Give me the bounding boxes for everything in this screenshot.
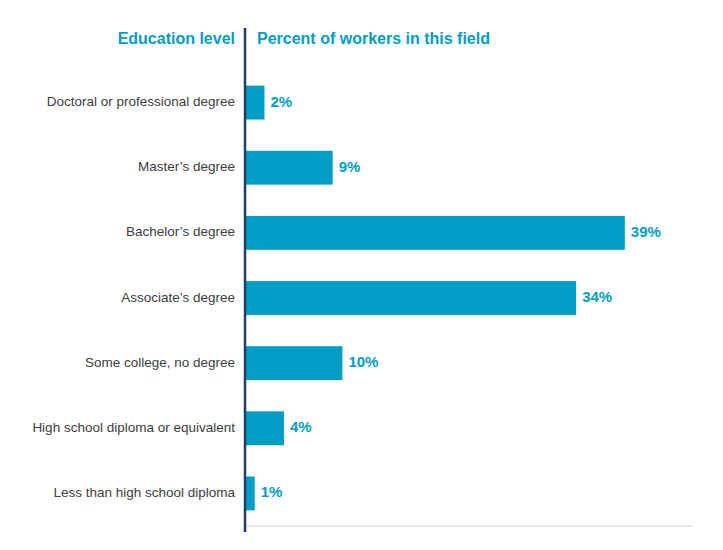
category-label: Bachelor’s degree	[126, 224, 235, 239]
bar	[245, 411, 284, 445]
data-label: 10%	[348, 353, 378, 370]
x-axis-line	[245, 526, 693, 527]
chart-container: Doctoral or professional degree Master’s …	[0, 0, 723, 550]
bars	[245, 86, 625, 511]
bar	[245, 151, 333, 185]
bar	[245, 86, 264, 120]
data-label: 9%	[339, 158, 361, 175]
category-label: Associate’s degree	[121, 290, 235, 305]
category-label: Master’s degree	[138, 159, 235, 174]
data-label: 39%	[631, 223, 661, 240]
data-label: 1%	[261, 483, 283, 500]
data-label: 34%	[582, 288, 612, 305]
data-label: 2%	[270, 93, 292, 110]
divider-axis-line	[244, 28, 247, 532]
data-label: 4%	[290, 418, 312, 435]
category-label: High school diploma or equivalent	[32, 420, 235, 435]
category-label: Doctoral or professional degree	[47, 94, 235, 109]
category-label: Some college, no degree	[85, 355, 235, 370]
x-axis-label: Percent of workers in this field	[257, 30, 490, 47]
category-label: Less than high school diploma	[53, 485, 235, 500]
bar	[245, 216, 625, 250]
y-axis-label: Education level	[118, 30, 235, 47]
bar	[245, 346, 342, 380]
bar	[245, 476, 255, 510]
chart-svg: Doctoral or professional degree Master’s …	[0, 0, 723, 550]
bar	[245, 281, 576, 315]
